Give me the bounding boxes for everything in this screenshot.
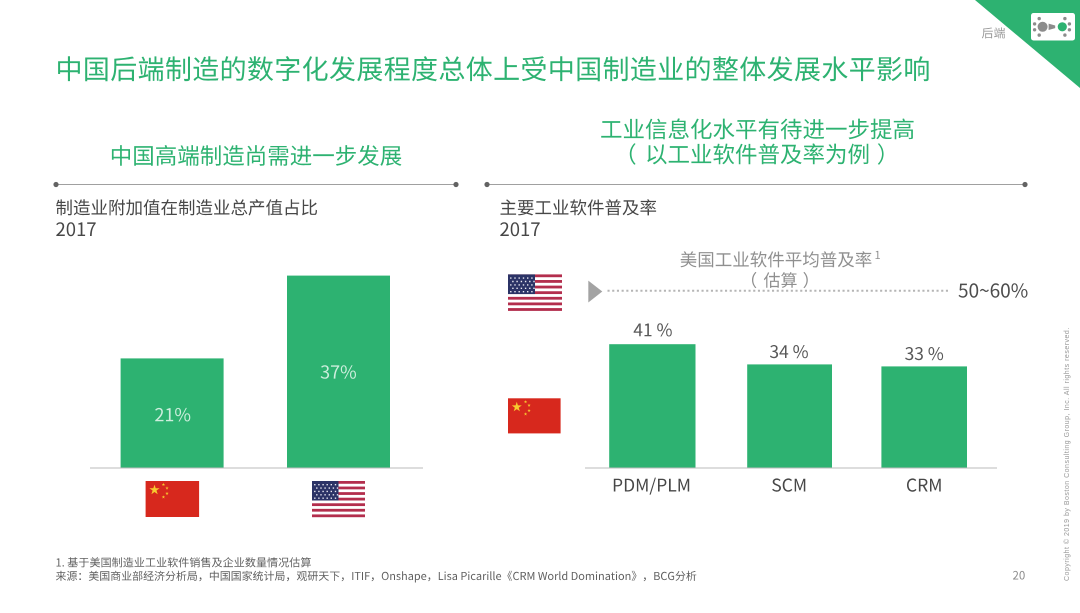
svg-text:Copyright © 2019 by Boston Con: Copyright © 2019 by Boston Consulting Gr… xyxy=(1063,327,1071,581)
